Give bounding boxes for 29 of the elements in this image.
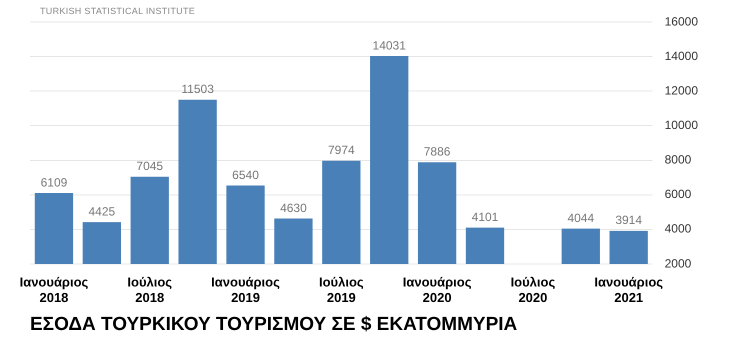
data-label: 4630	[280, 200, 308, 215]
y-tick-label: 16000	[664, 14, 698, 28]
y-tick-label: 2000	[664, 256, 692, 270]
data-label: 7045	[136, 159, 164, 174]
data-label: 6109	[40, 175, 68, 190]
y-tick-label: 6000	[664, 187, 692, 202]
x-tick-label: Ιούλιος 2018	[127, 274, 172, 305]
text: ΕΣΟΔΑ ΤΟΥΡΚΙΚΟΥ ΤΟΥΡΙΣΜΟΥ ΣΕ $ ΕΚΑΤΟΜΜΥΡΙΑ	[30, 314, 518, 335]
data-label: 7974	[328, 143, 355, 158]
x-tick-label: Ιανουάριος 2020	[402, 274, 472, 305]
x-tick-label: Ιούλιος 2019	[318, 274, 364, 305]
x-tick-label: Ιανουάριος 2021	[594, 274, 664, 305]
y-tick-label: 14000	[664, 48, 698, 63]
data-label: 4044	[567, 210, 594, 225]
y-tick-label: 4000	[664, 222, 692, 236]
text: TURKISH STATISTICAL INSTITUTE	[40, 6, 196, 16]
x-tick-label: Ιούλιος 2020	[510, 274, 556, 305]
x-tick-label: Ιανουάριος 2018	[20, 274, 89, 305]
y-tick-label: 8000	[664, 152, 692, 167]
y-tick-label: 12000	[664, 83, 698, 98]
data-label: 3914	[615, 213, 642, 228]
data-label: 14031	[372, 38, 406, 52]
data-label: 7886	[424, 144, 451, 159]
x-tick-label: Ιανουάριος 2019	[211, 274, 280, 305]
data-label: 4425	[88, 204, 116, 218]
data-label: 11503	[181, 82, 214, 96]
data-label: 6540	[232, 168, 260, 182]
data-label: 4101	[472, 210, 499, 224]
y-tick-label: 10000	[664, 118, 698, 132]
